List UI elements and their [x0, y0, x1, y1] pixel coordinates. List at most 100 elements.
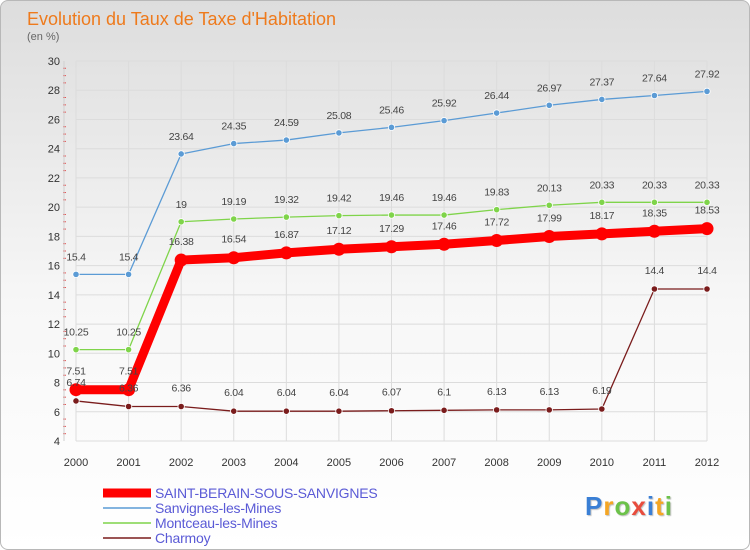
data-label: 6.13: [487, 386, 507, 398]
data-label: 6.04: [277, 387, 297, 399]
proxiti-logo: Proxiti: [585, 491, 673, 522]
data-point: [177, 402, 185, 411]
y-tick-label: 10: [48, 348, 60, 360]
data-label: 20.33: [589, 179, 614, 191]
legend: SAINT-BERAIN-SOUS-SANVIGNESSanvignes-les…: [103, 485, 378, 546]
data-label: 24.59: [274, 117, 299, 129]
legend-label: Montceau-les-Mines: [155, 515, 278, 531]
data-point: [493, 406, 501, 414]
data-point: [279, 246, 293, 260]
data-label: 10.25: [64, 327, 89, 339]
x-tick-label: 2011: [643, 457, 667, 469]
data-point: [72, 397, 80, 405]
data-point: [174, 253, 188, 267]
data-point: [440, 211, 448, 219]
data-point: [703, 87, 711, 96]
data-point: [335, 129, 343, 137]
data-label: 14.4: [697, 265, 717, 277]
data-label: 27.92: [695, 68, 720, 80]
data-label: 20.33: [642, 179, 667, 191]
data-label: 18.53: [695, 205, 720, 217]
data-label: 10.25: [116, 327, 141, 339]
data-label: 19.46: [379, 192, 404, 204]
data-point: [72, 270, 80, 278]
y-tick-label: 14: [48, 290, 60, 302]
x-tick-label: 2009: [537, 457, 561, 469]
data-label: 27.64: [642, 72, 667, 84]
data-point: [387, 123, 396, 131]
data-point: [493, 206, 501, 214]
logo-letter: x: [631, 491, 647, 521]
y-tick-label: 22: [48, 173, 60, 185]
data-point: [124, 346, 133, 354]
data-point: [545, 101, 553, 109]
data-point: [703, 285, 711, 293]
x-tick-label: 2004: [274, 457, 298, 469]
data-label: 6.04: [224, 387, 244, 399]
grid: [75, 60, 708, 442]
data-labels: 7.51 7.51 16.38 16.54 16.87 17.12 17.29 17.46 17…: [64, 68, 721, 399]
data-label: 27.37: [589, 76, 614, 88]
data-label: 14.4: [645, 265, 665, 277]
data-point: [440, 117, 448, 125]
data-point: [598, 198, 606, 206]
data-label: 25.46: [379, 104, 404, 116]
logo-letter: i: [664, 491, 673, 521]
data-label: 15.4: [119, 251, 139, 263]
x-tick-label: 2000: [64, 457, 88, 469]
logo-letter: r: [603, 491, 615, 521]
data-label: 6.1: [437, 386, 451, 398]
data-label: 19.42: [327, 193, 352, 205]
data-point: [177, 150, 185, 158]
y-tick-label: 20: [48, 202, 60, 214]
x-tick-label: 2003: [222, 457, 246, 469]
data-label: 6.04: [329, 387, 349, 399]
data-label: 19.19: [221, 196, 246, 208]
data-point: [542, 230, 556, 244]
data-label: 6.36: [172, 383, 192, 395]
data-label: 17.12: [327, 225, 352, 237]
data-label: 18.17: [589, 210, 614, 222]
data-label: 6.19: [592, 385, 612, 397]
y-tick-label: 28: [48, 85, 60, 97]
data-label: 25.08: [327, 110, 352, 122]
data-label: 7.51: [119, 366, 139, 378]
x-tick-label: 2002: [169, 457, 193, 469]
data-point: [230, 407, 238, 415]
data-point: [335, 407, 343, 415]
data-label: 26.44: [484, 90, 509, 102]
data-label: 6.13: [540, 386, 560, 398]
axes: 4 6 8 10 12 14 16 18 20 22 24 26 28 30 2000 2001 2002 200…: [48, 56, 719, 469]
x-tick-label: 2008: [484, 457, 508, 469]
data-label: 7.51: [66, 366, 86, 378]
data-label: 16.38: [169, 236, 194, 248]
chart-subtitle: (en %): [27, 31, 59, 43]
y-tick-label: 18: [48, 231, 60, 243]
data-point: [545, 201, 553, 209]
chart-title: Evolution du Taux de Taxe d'Habitation: [27, 9, 336, 29]
data-point: [69, 383, 83, 397]
data-label: 6.07: [382, 387, 402, 399]
data-label: 16.87: [274, 229, 299, 241]
data-point: [282, 407, 290, 415]
data-point: [595, 227, 609, 241]
data-point: [124, 270, 133, 278]
y-tick-label: 6: [54, 407, 60, 419]
data-label: 18.35: [642, 207, 667, 219]
y-tick-label: 16: [48, 261, 60, 273]
y-tick-label: 24: [48, 144, 60, 156]
data-point: [282, 213, 290, 221]
data-label: 6.36: [119, 383, 139, 395]
data-label: 15.4: [66, 251, 86, 263]
data-label: 24.35: [221, 121, 246, 133]
x-tick-label: 2007: [432, 457, 456, 469]
data-point: [332, 242, 346, 256]
data-point: [72, 346, 80, 354]
legend-label: SAINT-BERAIN-SOUS-SANVIGNES: [155, 485, 378, 501]
data-label: 19.32: [274, 194, 299, 206]
x-tick-label: 2006: [379, 457, 403, 469]
data-point: [650, 91, 659, 100]
y-tick-label: 4: [54, 436, 60, 448]
y-tick-label: 8: [54, 378, 60, 390]
